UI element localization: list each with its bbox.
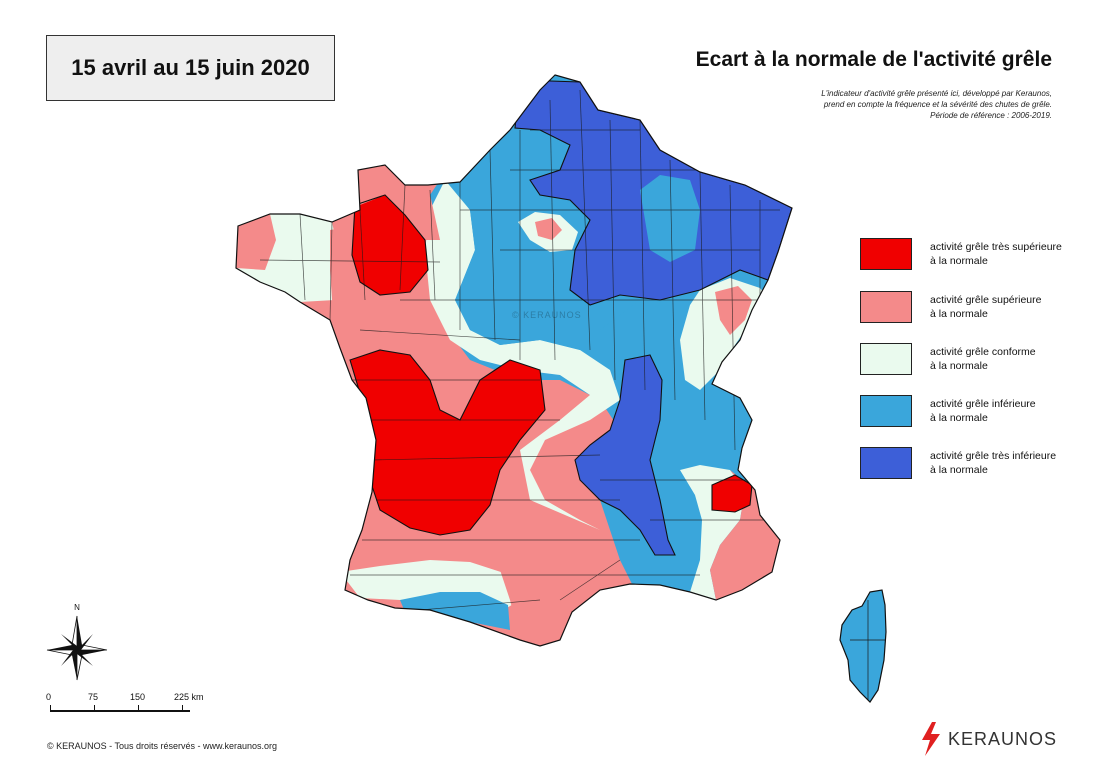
legend-label-line2: à la normale — [930, 308, 988, 320]
legend-swatch-very-above — [860, 238, 912, 270]
legend-label-line1: activité grêle conforme — [930, 346, 1036, 358]
legend-item-above: activité grêle supérieure à la normale — [860, 291, 1070, 325]
zone-above-paris — [535, 218, 562, 240]
zone-very-below-rhone — [575, 355, 675, 555]
scale-tick — [94, 705, 95, 712]
scale-label-0: 0 — [46, 692, 52, 702]
corsica-zone-below — [840, 590, 886, 702]
scale-tick — [138, 705, 139, 712]
scale-label-150: 150 — [130, 692, 146, 702]
lightning-icon — [922, 722, 940, 756]
department-boundaries — [259, 89, 780, 611]
compass-icon: N — [46, 603, 108, 681]
description-line-3: Période de référence : 2006-2019. — [930, 111, 1052, 120]
zone-above-normandy-coast — [358, 165, 440, 240]
legend-label-line1: activité grêle très supérieure — [930, 241, 1062, 253]
brand-name: KERAUNOS — [948, 729, 1058, 749]
map-title: Ecart à la normale de l'activité grêle — [695, 48, 1052, 71]
zone-below-lorraine — [640, 175, 700, 262]
period-label: 15 avril au 15 juin 2020 — [71, 55, 310, 80]
keraunos-logo: KERAUNOS — [920, 722, 1060, 756]
description-line-1: L'indicateur d'activité grêle présenté i… — [821, 89, 1052, 98]
map-description: L'indicateur d'activité grêle présenté i… — [722, 88, 1052, 121]
period-box: 15 avril au 15 juin 2020 — [46, 35, 335, 101]
legend-label-line2: à la normale — [930, 412, 988, 424]
zone-below-pyrenees — [400, 592, 510, 630]
legend-label-below: activité grêle inférieure à la normale — [930, 397, 1075, 425]
legend-label-above: activité grêle supérieure à la normale — [930, 293, 1075, 321]
scale-label-225: 225 km — [174, 692, 204, 702]
legend-label-normal: activité grêle conforme à la normale — [930, 345, 1075, 373]
legend-swatch-very-below — [860, 447, 912, 479]
corsica-zones — [840, 590, 886, 702]
zone-normal-central — [425, 180, 620, 530]
legend-item-normal: activité grêle conforme à la normale — [860, 343, 1070, 377]
legend-label-line2: à la normale — [930, 464, 988, 476]
legend-swatch-normal — [860, 343, 912, 375]
zone-above-alsace — [715, 286, 752, 335]
scale-bar: 0 75 150 225 km — [44, 690, 224, 720]
legend-label-line1: activité grêle supérieure — [930, 294, 1042, 306]
description-line-2: prend en compte la fréquence et la sévér… — [823, 100, 1052, 109]
legend-item-below: activité grêle inférieure à la normale — [860, 395, 1070, 429]
zone-above-finistere — [236, 214, 276, 270]
legend-label-line1: activité grêle inférieure — [930, 398, 1036, 410]
scale-tick — [50, 705, 51, 712]
legend-label-very-below: activité grêle très inférieure à la norm… — [930, 449, 1075, 477]
mainland-zones — [236, 75, 792, 646]
legend-swatch-below — [860, 395, 912, 427]
legend-swatch-above — [860, 291, 912, 323]
legend-label-line2: à la normale — [930, 255, 988, 267]
legend-label-line2: à la normale — [930, 360, 988, 372]
corsica-boundaries — [850, 600, 886, 700]
compass-north-label: N — [74, 603, 80, 612]
legend-item-very-below: activité grêle très inférieure à la norm… — [860, 447, 1070, 481]
compass-rose: N — [42, 600, 112, 682]
zone-above-southeast — [710, 470, 780, 600]
scale-label-75: 75 — [88, 692, 99, 702]
legend-label-very-above: activité grêle très supérieure à la norm… — [930, 240, 1075, 268]
scale-line — [50, 710, 190, 712]
zone-very-above-alps — [712, 475, 752, 512]
legend-label-line1: activité grêle très inférieure — [930, 450, 1057, 462]
zone-very-above-west — [350, 350, 545, 535]
zone-above-languedoc — [480, 500, 630, 646]
copyright-notice: © KERAUNOS - Tous droits réservés - www.… — [47, 741, 278, 751]
legend-item-very-above: activité grêle très supérieure à la norm… — [860, 238, 1070, 272]
scale-tick — [182, 705, 183, 712]
map-watermark: © KERAUNOS — [512, 310, 582, 320]
